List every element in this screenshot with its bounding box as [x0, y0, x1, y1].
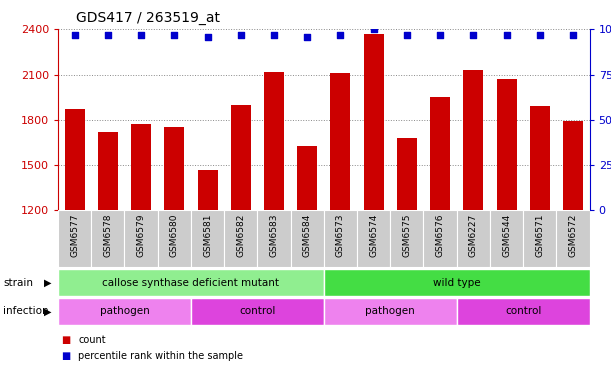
Text: ■: ■ — [61, 335, 70, 345]
Bar — [364, 34, 384, 366]
Bar — [58, 269, 324, 296]
Bar — [557, 210, 590, 267]
Point — [236, 32, 246, 38]
Text: GSM6576: GSM6576 — [436, 213, 445, 257]
Text: GSM6574: GSM6574 — [369, 213, 378, 257]
Text: GSM6580: GSM6580 — [170, 213, 179, 257]
Point — [302, 34, 312, 40]
Text: GSM6581: GSM6581 — [203, 213, 212, 257]
Bar — [457, 298, 590, 325]
Text: ▶: ▶ — [45, 277, 52, 288]
Bar — [58, 298, 191, 325]
Bar — [291, 210, 324, 267]
Text: count: count — [78, 335, 106, 345]
Text: GSM6577: GSM6577 — [70, 213, 79, 257]
Text: GSM6573: GSM6573 — [336, 213, 345, 257]
Bar — [497, 79, 516, 366]
Text: GSM6572: GSM6572 — [568, 213, 577, 257]
Bar — [324, 298, 457, 325]
Bar — [191, 210, 224, 267]
Bar — [125, 210, 158, 267]
Point — [369, 26, 379, 32]
Text: GSM6575: GSM6575 — [403, 213, 411, 257]
Text: ■: ■ — [61, 351, 70, 361]
Text: callose synthase deficient mutant: callose synthase deficient mutant — [103, 277, 279, 288]
Bar — [331, 73, 351, 366]
Point — [70, 32, 79, 38]
Text: infection: infection — [3, 306, 49, 317]
Text: GSM6583: GSM6583 — [269, 213, 279, 257]
Bar — [164, 127, 185, 366]
Text: GSM6582: GSM6582 — [236, 213, 245, 257]
Text: pathogen: pathogen — [100, 306, 149, 317]
Bar — [430, 97, 450, 366]
Text: GSM6544: GSM6544 — [502, 213, 511, 257]
Bar — [463, 70, 483, 366]
Point — [169, 32, 179, 38]
Bar — [390, 210, 423, 267]
Bar — [457, 210, 490, 267]
Bar — [131, 124, 151, 366]
Text: control: control — [239, 306, 276, 317]
Bar — [530, 105, 550, 366]
Bar — [58, 210, 91, 267]
Bar — [197, 171, 218, 366]
Bar — [257, 210, 291, 267]
Bar — [91, 210, 125, 267]
Point — [502, 32, 511, 38]
Text: GSM6584: GSM6584 — [302, 213, 312, 257]
Bar — [357, 210, 390, 267]
Bar — [324, 269, 590, 296]
Point — [335, 32, 345, 38]
Bar — [158, 210, 191, 267]
Bar — [523, 210, 557, 267]
Text: ▶: ▶ — [45, 306, 52, 317]
Point — [469, 32, 478, 38]
Point — [435, 32, 445, 38]
Bar — [98, 132, 118, 366]
Bar — [397, 138, 417, 366]
Text: strain: strain — [3, 277, 33, 288]
Text: pathogen: pathogen — [365, 306, 415, 317]
Point — [402, 32, 412, 38]
Point — [203, 34, 213, 40]
Bar — [65, 109, 84, 366]
Text: control: control — [505, 306, 541, 317]
Text: GSM6227: GSM6227 — [469, 213, 478, 257]
Point — [269, 32, 279, 38]
Bar — [423, 210, 457, 267]
Point — [535, 32, 544, 38]
Text: GSM6579: GSM6579 — [137, 213, 145, 257]
Bar — [298, 146, 317, 366]
Text: GSM6571: GSM6571 — [535, 213, 544, 257]
Bar — [231, 105, 251, 366]
Text: GDS417 / 263519_at: GDS417 / 263519_at — [76, 11, 221, 25]
Bar — [224, 210, 257, 267]
Text: percentile rank within the sample: percentile rank within the sample — [78, 351, 243, 361]
Bar — [490, 210, 523, 267]
Bar — [264, 72, 284, 366]
Text: wild type: wild type — [433, 277, 480, 288]
Point — [103, 32, 113, 38]
Text: GSM6578: GSM6578 — [103, 213, 112, 257]
Bar — [191, 298, 324, 325]
Point — [136, 32, 146, 38]
Bar — [563, 122, 583, 366]
Point — [568, 32, 578, 38]
Bar — [324, 210, 357, 267]
